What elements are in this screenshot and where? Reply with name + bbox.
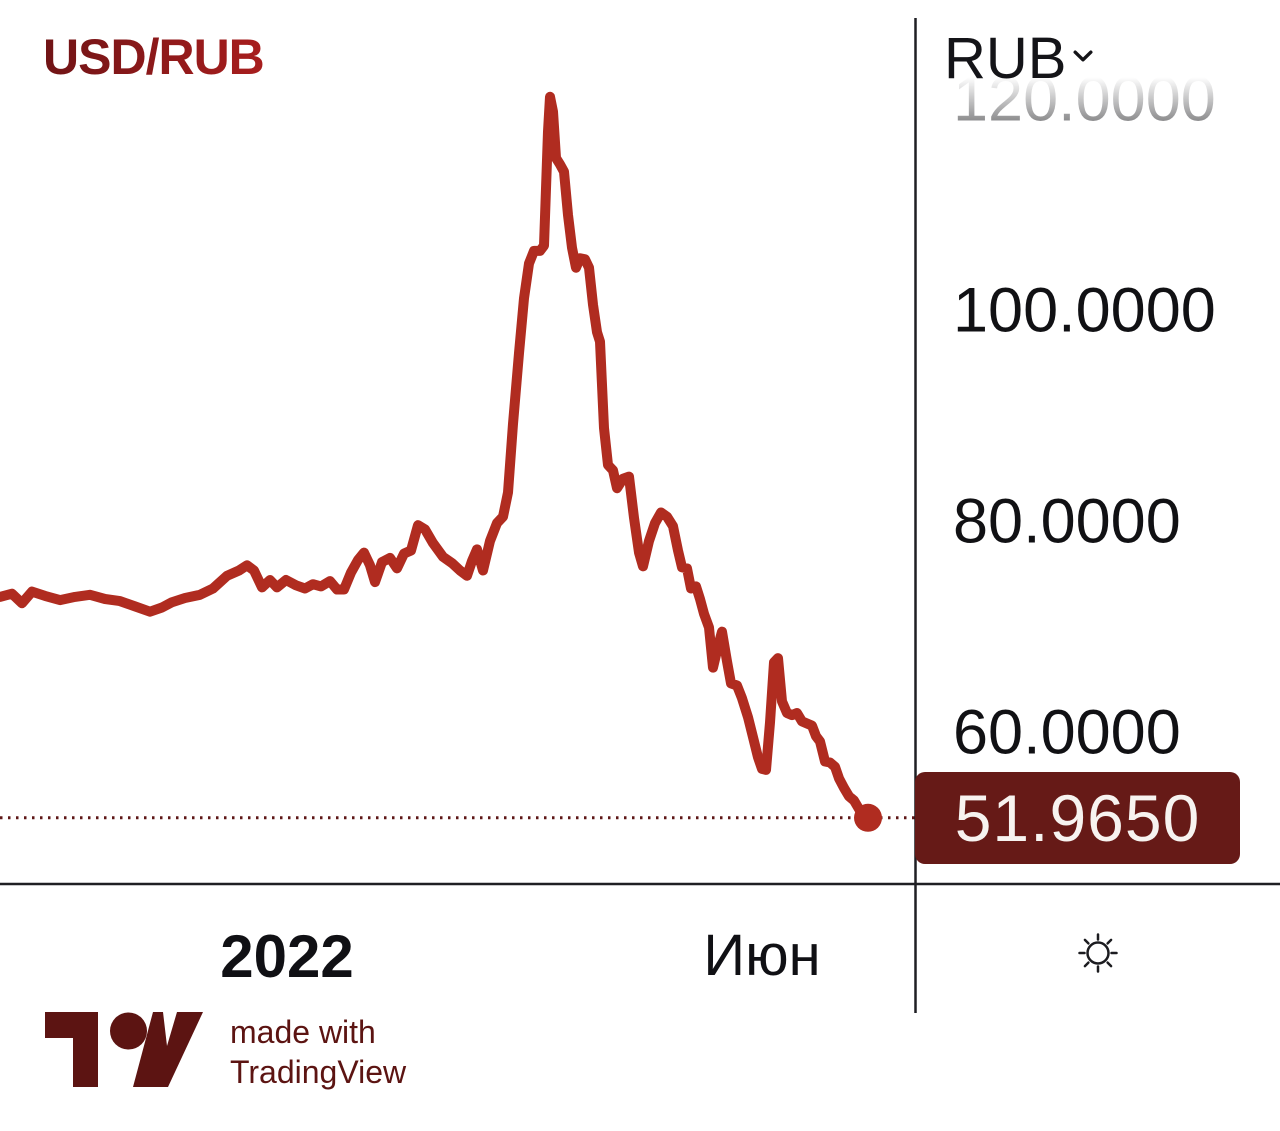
x-axis-month-label: Июн bbox=[703, 923, 821, 988]
theme-toggle-button[interactable] bbox=[1078, 933, 1118, 973]
last-price-value: 51.9650 bbox=[954, 781, 1201, 855]
price-line bbox=[0, 91, 873, 823]
currency-label: RUB bbox=[944, 26, 1067, 91]
last-price-marker bbox=[854, 803, 882, 832]
symbol-title: USD/RUB bbox=[43, 20, 265, 94]
tradingview-logo-icon bbox=[45, 1012, 203, 1087]
tradingview-attribution-link[interactable]: made with TradingView bbox=[30, 1000, 406, 1110]
chevron-down-icon bbox=[1073, 50, 1093, 62]
last-price-badge: 51.9650 bbox=[915, 772, 1240, 864]
x-axis-year-label: 2022 bbox=[220, 923, 354, 990]
attribution-line2: TradingView bbox=[230, 1054, 407, 1090]
sun-icon bbox=[1078, 933, 1118, 973]
attribution-text: made with TradingView bbox=[230, 1012, 490, 1092]
currency-selector[interactable]: RUB bbox=[944, 28, 1093, 90]
attribution-line1: made with bbox=[230, 1014, 376, 1050]
